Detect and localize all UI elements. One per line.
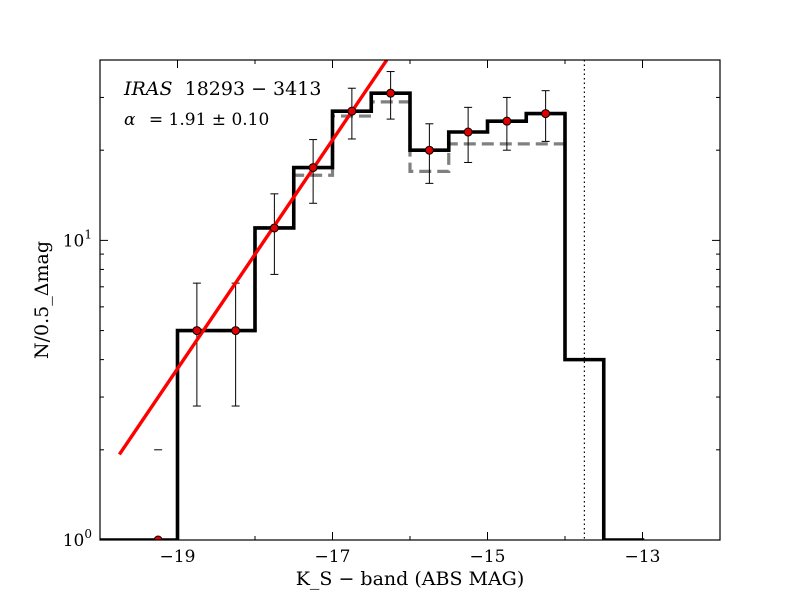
y-tick-label: 100 [63,527,92,551]
annotation-source: IRAS 18293 − 3413 [123,78,321,100]
x-tick-label: −13 [625,547,661,567]
annotation-group: IRAS 18293 − 3413 α = 1.91 ± 0.10 [123,78,321,130]
y-tick-label-exponent: 0 [84,527,92,541]
data-point [269,223,279,233]
data-point [231,326,241,336]
data-point [192,326,202,336]
data-point [153,535,163,540]
plot-area [100,60,645,540]
data-point [347,106,357,116]
x-tick-label: −17 [315,547,351,567]
annotation-source-prefix: IRAS [123,78,173,100]
data-point [463,127,473,137]
x-axis-label: K_S − band (ABS MAG) [296,568,525,590]
annotation-source-id: 18293 − 3413 [185,78,322,100]
y-axis-label: N/0.5_Δmag [31,241,53,359]
data-point [502,116,512,126]
histogram-series [100,91,645,540]
y-tick-label-base: 10 [63,231,85,251]
data-point [424,145,434,155]
data-point [541,109,551,119]
y-tick-label-base: 10 [63,531,85,551]
annotation-alpha-symbol: α [124,110,136,130]
data-point [386,88,396,98]
x-axis-ticks: −19 −17 −15 −13 [99,60,721,567]
x-tick-label: −19 [160,547,196,567]
x-tick-label: −15 [470,547,506,567]
annotation-alpha-value: = 1.91 ± 0.10 [149,110,269,130]
data-point [308,163,318,173]
fit-line [117,60,389,456]
annotation-alpha: α = 1.91 ± 0.10 [124,110,269,130]
y-tick-label: 101 [63,227,92,251]
y-tick-label-exponent: 1 [84,227,92,241]
plot-frame [99,59,721,541]
